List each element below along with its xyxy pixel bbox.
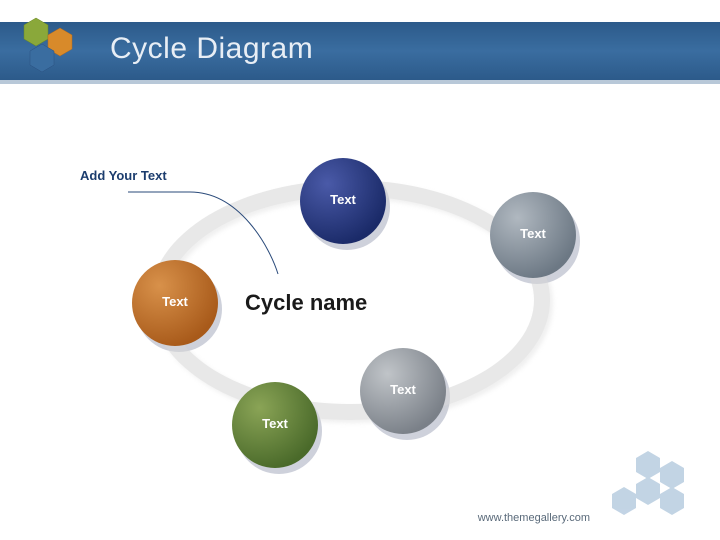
cycle-node-label: Text: [232, 416, 318, 431]
hex-icon: [24, 18, 72, 72]
cycle-node-label: Text: [360, 382, 446, 397]
footer-hex-decoration: [594, 447, 704, 532]
cycle-node: Text: [360, 348, 446, 434]
cycle-center-label: Cycle name: [245, 290, 367, 316]
cycle-node: Text: [300, 158, 386, 244]
page-title: Cycle Diagram: [110, 32, 313, 66]
cycle-node: Text: [232, 382, 318, 468]
cycle-node: Text: [490, 192, 576, 278]
annotation-connector: [120, 188, 280, 278]
header-logo: [18, 14, 88, 89]
cycle-node: Text: [132, 260, 218, 346]
cycle-diagram: Add Your Text Text Text Text Text Text Cycle…: [60, 120, 620, 500]
annotation-text: Add Your Text: [80, 168, 167, 183]
header-accent: [0, 80, 720, 84]
cycle-node-label: Text: [300, 192, 386, 207]
header-band: [0, 22, 720, 80]
cycle-node-label: Text: [132, 294, 218, 309]
cycle-node-label: Text: [490, 226, 576, 241]
footer-url: www.themegallery.com: [478, 512, 590, 524]
